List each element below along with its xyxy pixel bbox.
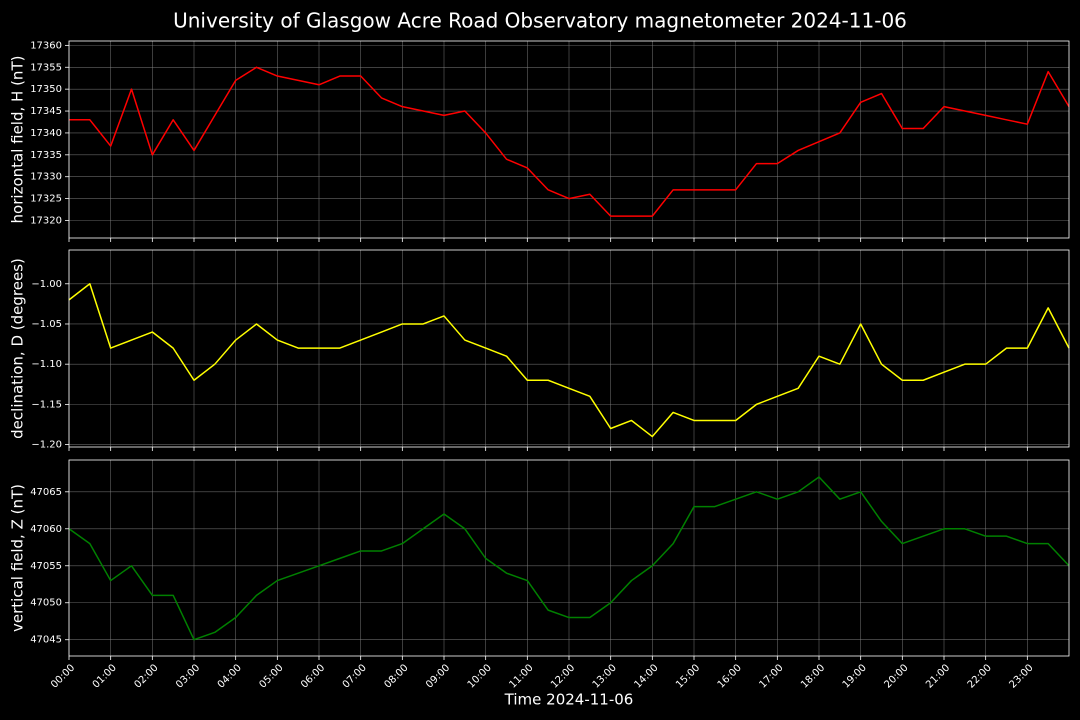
y-tick-label: 17335 (30, 150, 62, 161)
data-line (68, 283, 1070, 438)
y-axis-label: declination, D (degrees) (9, 258, 27, 439)
y-tick-label: 17340 (30, 128, 62, 139)
y-tick-label: 47045 (30, 635, 62, 646)
y-axis-label: horizontal field, H (nT) (9, 56, 27, 224)
y-tick-label: −1.05 (31, 319, 62, 330)
y-tick-label: 17355 (30, 62, 62, 73)
y-tick-label: 47065 (30, 487, 62, 498)
y-tick-label: −1.00 (31, 279, 62, 290)
y-tick-label: 17360 (30, 40, 62, 51)
y-tick-label: −1.10 (31, 359, 62, 370)
y-tick-label: 47050 (30, 598, 62, 609)
plot-frame (68, 249, 1070, 448)
y-tick-label: −1.20 (31, 440, 62, 451)
y-tick-label: 47055 (30, 561, 62, 572)
x-axis-label: Time 2024-11-06 (504, 691, 634, 709)
y-tick-label: 17325 (30, 194, 62, 205)
y-axis-label: vertical field, Z (nT) (9, 484, 27, 632)
plot-frame (68, 459, 1070, 657)
y-tick-label: −1.15 (31, 399, 62, 410)
y-tick-label: 17330 (30, 172, 62, 183)
data-line (68, 476, 1070, 641)
y-tick-label: 17345 (30, 106, 62, 117)
y-tick-label: 17350 (30, 84, 62, 95)
y-tick-label: 47060 (30, 524, 62, 535)
chart-title: University of Glasgow Acre Road Observat… (173, 9, 907, 33)
y-tick-label: 17320 (30, 215, 62, 226)
plot-frame (68, 40, 1070, 239)
data-line (69, 66, 1070, 217)
